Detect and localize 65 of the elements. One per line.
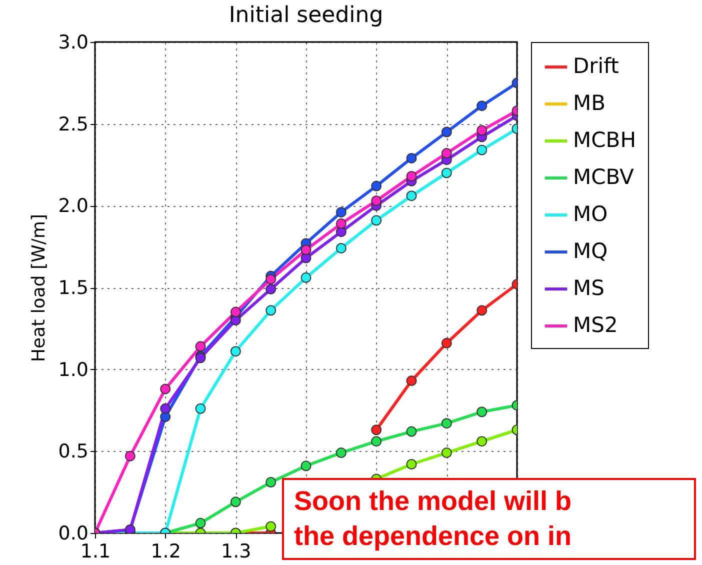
- point: [441, 448, 452, 458]
- point: [476, 125, 488, 136]
- legend-label: MB: [573, 91, 606, 115]
- point: [441, 148, 452, 159]
- point: [441, 168, 452, 178]
- point: [300, 460, 312, 472]
- point: [441, 126, 452, 138]
- annotation: the dependence on in: [294, 520, 573, 553]
- point: [195, 518, 206, 528]
- x-tick-label: 1.3: [221, 540, 252, 562]
- callout-box: Soon the model will b the dependence on in: [282, 478, 696, 560]
- point: [266, 284, 276, 294]
- point: [124, 450, 136, 462]
- legend-label: MO: [573, 202, 608, 226]
- point: [336, 218, 346, 229]
- point: [230, 496, 241, 508]
- point: [160, 384, 171, 394]
- point: [195, 403, 206, 414]
- point: [300, 244, 312, 256]
- point: [336, 206, 346, 218]
- point: [406, 376, 417, 386]
- point: [230, 346, 241, 357]
- point: [476, 305, 488, 316]
- y-tick-label: 2.0: [58, 195, 88, 218]
- point: [266, 477, 276, 488]
- legend-label: MS: [573, 276, 604, 300]
- point: [230, 306, 241, 318]
- point: [476, 406, 488, 418]
- annotation: Soon the model will b: [294, 485, 573, 518]
- point: [406, 426, 417, 437]
- point: [266, 305, 276, 316]
- legend-label: MQ: [573, 239, 608, 263]
- y-tick-label: 2.5: [58, 113, 88, 136]
- point: [266, 521, 276, 532]
- point: [406, 170, 417, 182]
- point: [441, 418, 452, 429]
- point: [406, 152, 417, 164]
- y-axis-title: Heat load [W/m]: [28, 214, 50, 362]
- point: [371, 436, 382, 447]
- point: [160, 403, 171, 414]
- x-tick-label: 1.2: [150, 540, 181, 562]
- point: [266, 274, 276, 285]
- point: [336, 448, 346, 458]
- point: [476, 100, 488, 112]
- chart-title: Initial seeding: [228, 3, 384, 28]
- point: [441, 338, 452, 348]
- legend-label: Drift: [573, 54, 619, 78]
- point: [371, 424, 382, 436]
- point: [371, 196, 382, 206]
- point: [371, 180, 382, 192]
- point: [195, 341, 206, 352]
- legend-label: MS2: [573, 313, 618, 337]
- y-tick-label: 1.5: [58, 277, 88, 299]
- point: [371, 215, 382, 226]
- point: [476, 144, 488, 156]
- y-tick-label: 3.0: [58, 32, 88, 54]
- point: [406, 190, 417, 202]
- y-tick-label: 1.0: [58, 358, 88, 381]
- point: [476, 436, 488, 447]
- point: [336, 242, 346, 254]
- point: [406, 459, 417, 470]
- legend-label: MCBH: [573, 128, 636, 152]
- legend-label: MCBV: [573, 165, 635, 189]
- y-tick-label: 0.5: [58, 440, 88, 463]
- point: [300, 272, 312, 283]
